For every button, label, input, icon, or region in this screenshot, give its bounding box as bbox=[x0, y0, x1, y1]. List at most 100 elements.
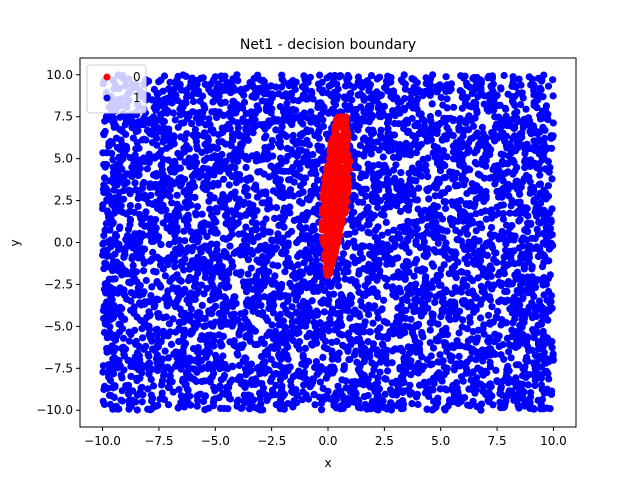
data-point-class-1 bbox=[104, 238, 112, 246]
data-point-class-1 bbox=[220, 293, 228, 301]
data-point-class-1 bbox=[510, 158, 518, 167]
data-point-class-1 bbox=[261, 358, 269, 366]
data-point-class-1 bbox=[211, 302, 220, 310]
data-point-class-1 bbox=[509, 300, 518, 308]
data-point-class-1 bbox=[407, 315, 415, 323]
data-point-class-1 bbox=[242, 163, 250, 172]
data-point-class-1 bbox=[497, 85, 505, 93]
data-point-class-1 bbox=[152, 171, 160, 180]
data-point-class-1 bbox=[242, 210, 250, 218]
data-point-class-1 bbox=[123, 232, 132, 240]
data-point-class-1 bbox=[509, 79, 517, 87]
data-point-class-1 bbox=[345, 81, 354, 89]
data-point-class-1 bbox=[295, 148, 303, 156]
data-point-class-1 bbox=[316, 319, 324, 327]
data-point-class-1 bbox=[480, 265, 488, 273]
data-point-class-1 bbox=[328, 338, 336, 346]
data-point-class-1 bbox=[480, 330, 488, 338]
data-point-class-1 bbox=[295, 160, 303, 168]
data-point-class-1 bbox=[159, 156, 168, 164]
data-point-class-1 bbox=[423, 185, 431, 194]
data-point-class-1 bbox=[228, 322, 236, 330]
data-point-class-1 bbox=[302, 391, 310, 399]
data-point-class-1 bbox=[439, 160, 447, 168]
data-point-class-1 bbox=[252, 93, 260, 101]
data-point-class-1 bbox=[365, 220, 373, 228]
data-point-class-1 bbox=[320, 343, 328, 351]
data-point-class-1 bbox=[500, 265, 508, 273]
data-point-class-1 bbox=[118, 127, 126, 135]
data-point-class-1 bbox=[442, 239, 450, 247]
data-point-class-1 bbox=[247, 126, 255, 134]
data-point-class-1 bbox=[424, 173, 432, 181]
data-point-class-1 bbox=[515, 361, 523, 369]
data-point-class-1 bbox=[456, 115, 464, 123]
data-point-class-1 bbox=[480, 321, 488, 329]
data-point-class-1 bbox=[180, 342, 188, 350]
data-point-class-1 bbox=[154, 366, 162, 374]
data-point-class-1 bbox=[377, 210, 385, 218]
data-point-class-1 bbox=[139, 334, 147, 342]
data-point-class-1 bbox=[462, 200, 470, 208]
data-point-class-1 bbox=[408, 114, 416, 123]
data-point-class-1 bbox=[260, 276, 268, 284]
data-point-class-1 bbox=[305, 141, 313, 149]
data-point-class-1 bbox=[411, 221, 419, 230]
data-point-class-1 bbox=[466, 313, 474, 322]
data-point-class-1 bbox=[310, 318, 318, 327]
data-point-class-1 bbox=[308, 89, 316, 97]
data-point-class-1 bbox=[183, 311, 191, 319]
data-point-class-1 bbox=[240, 236, 249, 244]
data-point-class-1 bbox=[141, 300, 149, 308]
data-point-class-1 bbox=[487, 106, 495, 114]
data-point-class-1 bbox=[343, 396, 351, 404]
data-point-class-1 bbox=[192, 211, 200, 219]
data-point-class-1 bbox=[181, 135, 189, 143]
data-point-class-1 bbox=[426, 339, 434, 347]
data-point-class-1 bbox=[161, 347, 169, 355]
data-point-class-1 bbox=[117, 202, 125, 210]
data-point-class-1 bbox=[389, 285, 397, 293]
data-point-class-1 bbox=[198, 220, 206, 228]
data-point-class-1 bbox=[131, 230, 139, 238]
data-point-class-1 bbox=[394, 268, 402, 276]
data-point-class-1 bbox=[145, 221, 153, 229]
data-point-class-1 bbox=[412, 135, 420, 143]
data-point-class-1 bbox=[474, 170, 482, 178]
data-point-class-1 bbox=[469, 290, 478, 298]
data-point-class-1 bbox=[504, 229, 512, 237]
data-point-class-1 bbox=[187, 330, 195, 338]
data-point-class-1 bbox=[369, 304, 377, 312]
data-point-class-1 bbox=[247, 246, 255, 254]
data-point-class-1 bbox=[528, 265, 536, 273]
data-point-class-1 bbox=[545, 375, 553, 383]
data-point-class-1 bbox=[262, 314, 270, 322]
data-point-class-1 bbox=[179, 71, 187, 79]
data-point-class-1 bbox=[522, 156, 530, 164]
data-point-class-1 bbox=[190, 157, 198, 166]
data-point-class-1 bbox=[271, 214, 279, 222]
data-point-class-1 bbox=[510, 396, 518, 404]
data-point-class-1 bbox=[269, 261, 277, 269]
data-point-class-1 bbox=[448, 198, 456, 206]
data-point-class-1 bbox=[205, 85, 213, 93]
data-point-class-1 bbox=[276, 103, 284, 111]
data-point-class-1 bbox=[280, 204, 289, 212]
data-point-class-1 bbox=[497, 150, 505, 158]
data-point-class-1 bbox=[293, 391, 301, 400]
data-point-class-1 bbox=[449, 155, 458, 163]
data-point-class-1 bbox=[286, 209, 294, 217]
data-point-class-1 bbox=[350, 237, 358, 245]
data-point-class-1 bbox=[384, 130, 392, 138]
data-point-class-1 bbox=[517, 81, 525, 89]
data-point-class-1 bbox=[488, 244, 497, 252]
data-point-class-1 bbox=[193, 402, 201, 410]
data-point-class-1 bbox=[103, 306, 111, 314]
data-point-class-1 bbox=[463, 230, 471, 238]
data-point-class-1 bbox=[330, 398, 338, 406]
data-point-class-1 bbox=[344, 262, 352, 270]
data-point-class-1 bbox=[486, 363, 494, 371]
data-point-class-1 bbox=[381, 390, 389, 398]
data-point-class-1 bbox=[198, 210, 206, 218]
data-point-class-1 bbox=[190, 243, 198, 251]
